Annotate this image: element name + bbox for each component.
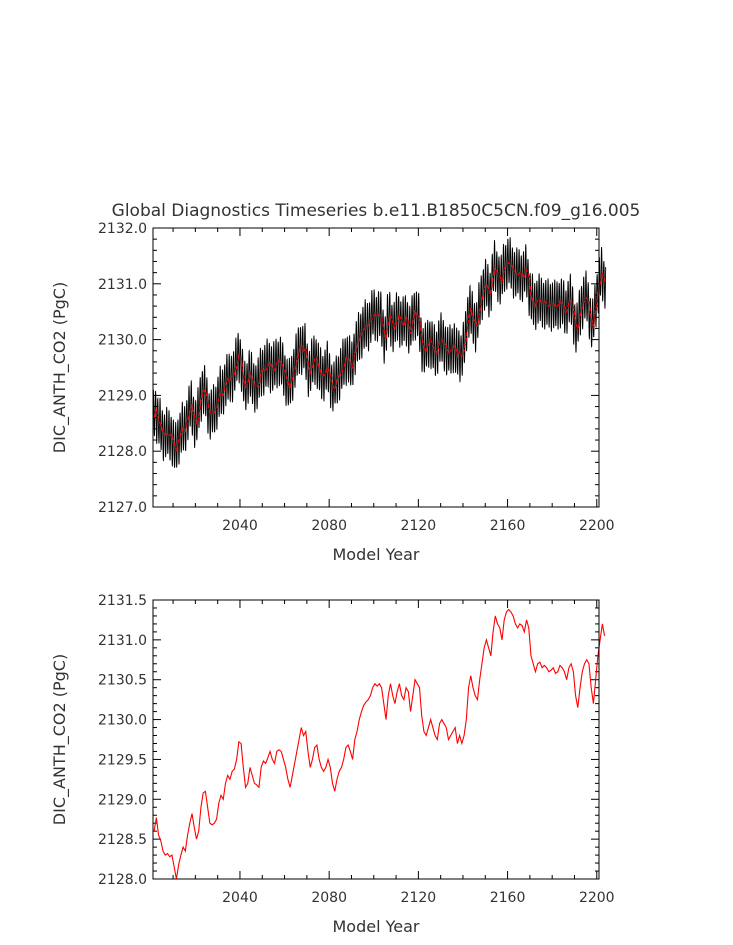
y-tick-label: 2129.5 bbox=[98, 752, 147, 768]
bottom-x-tick-labels: 2040 2080 2120 2160 2200 bbox=[222, 890, 614, 906]
y-tick-label: 2128.0 bbox=[98, 444, 147, 460]
y-tick-label: 2130.0 bbox=[98, 333, 147, 349]
bottom-annual-mean-line bbox=[153, 608, 606, 880]
y-tick-label: 2128.0 bbox=[98, 872, 147, 888]
top-plot-frame bbox=[152, 227, 600, 508]
x-tick-label: 2040 bbox=[222, 518, 258, 534]
top-x-axis-label: Model Year bbox=[333, 545, 420, 564]
x-tick-label: 2080 bbox=[311, 518, 347, 534]
x-tick-label: 2120 bbox=[401, 890, 437, 906]
x-tick-label: 2080 bbox=[311, 890, 347, 906]
x-tick-label: 2040 bbox=[222, 890, 258, 906]
x-tick-label: 2160 bbox=[490, 890, 526, 906]
bottom-ticks bbox=[153, 599, 599, 880]
x-tick-label: 2160 bbox=[490, 518, 526, 534]
top-y-tick-labels: 2127.0 2128.0 2129.0 2130.0 2131.0 2132.0 bbox=[98, 221, 147, 516]
top-x-tick-labels: 2040 2080 2120 2160 2200 bbox=[222, 518, 614, 534]
y-tick-label: 2129.0 bbox=[98, 792, 147, 808]
x-tick-label: 2120 bbox=[401, 518, 437, 534]
top-monthly-line bbox=[152, 237, 607, 469]
y-tick-label: 2132.0 bbox=[98, 221, 147, 237]
x-tick-label: 2200 bbox=[579, 890, 615, 906]
bottom-y-tick-labels: 2128.0 2128.5 2129.0 2129.5 2130.0 2130.5 2131… bbox=[98, 593, 147, 888]
y-tick-label: 2130.5 bbox=[98, 673, 147, 689]
chart-title: Global Diagnostics Timeseries b.e11.B185… bbox=[112, 201, 641, 221]
y-tick-label: 2128.5 bbox=[98, 832, 147, 848]
top-ticks bbox=[153, 227, 599, 508]
bottom-panel: 2128.0 2128.5 2129.0 2129.5 2130.0 2130.5 2131… bbox=[50, 593, 615, 936]
x-tick-label: 2200 bbox=[579, 518, 615, 534]
bottom-plot-frame bbox=[152, 599, 600, 880]
y-tick-label: 2129.0 bbox=[98, 388, 147, 404]
bottom-y-axis-label: DIC_ANTH_CO2 (PgC) bbox=[50, 654, 70, 825]
y-tick-label: 2131.0 bbox=[98, 277, 147, 293]
top-annual-mean-line bbox=[153, 261, 606, 452]
y-tick-label: 2130.0 bbox=[98, 713, 147, 729]
top-panel: 2127.0 2128.0 2129.0 2130.0 2131.0 2132.0 204… bbox=[50, 221, 615, 564]
y-tick-label: 2131.0 bbox=[98, 633, 147, 649]
top-y-axis-label: DIC_ANTH_CO2 (PgC) bbox=[50, 282, 70, 453]
bottom-x-axis-label: Model Year bbox=[333, 917, 420, 936]
y-tick-label: 2127.0 bbox=[98, 500, 147, 516]
y-tick-label: 2131.5 bbox=[98, 593, 147, 609]
